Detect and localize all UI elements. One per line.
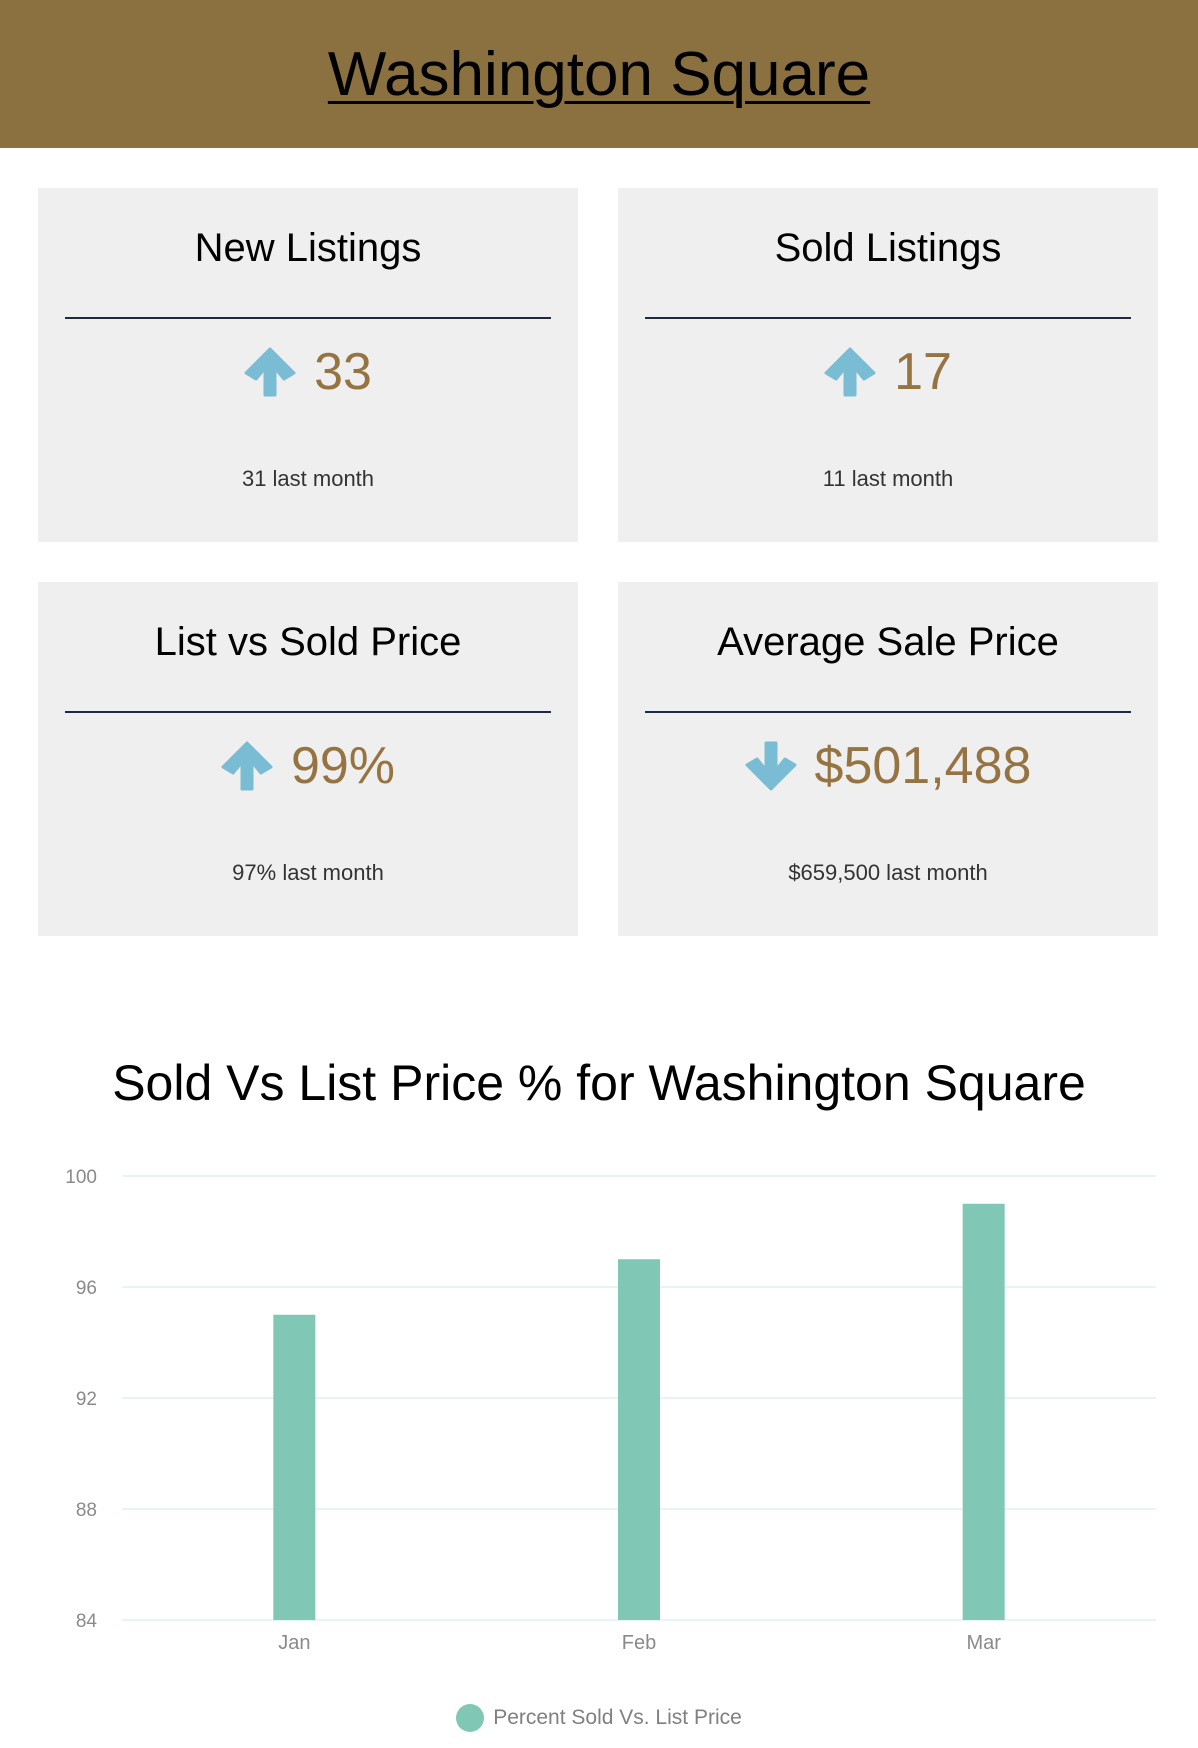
card-divider (645, 711, 1131, 713)
bar-feb (618, 1259, 660, 1620)
card-value: $501,488 (814, 737, 1032, 795)
card-value-row: 99% (38, 734, 578, 798)
y-tick-label: 88 (76, 1500, 97, 1521)
card-divider (65, 711, 551, 713)
bar-chart: 84 88 92 96 100 Jan Feb Mar (65, 1167, 1156, 1654)
chart-legend[interactable]: Percent Sold Vs. List Price (0, 1702, 1198, 1734)
card-title: List vs Sold Price (154, 620, 462, 664)
card-title: Average Sale Price (717, 620, 1059, 664)
y-tick-label: 92 (76, 1389, 97, 1410)
card-value-row: $501,488 (618, 734, 1158, 798)
x-tick-label: Mar (966, 1632, 1001, 1654)
sold-listings-card: Sold Listings 17 11 last month (618, 188, 1158, 542)
card-previous-value: 97% last month (232, 860, 384, 885)
chart-title: Sold Vs List Price % for Washington Squa… (112, 1055, 1086, 1111)
y-tick-label: 100 (65, 1167, 97, 1188)
legend-label: Percent Sold Vs. List Price (493, 1706, 742, 1729)
card-value: 17 (894, 343, 952, 401)
x-tick-label: Jan (278, 1632, 310, 1654)
card-divider (645, 317, 1131, 319)
card-value: 33 (314, 343, 372, 401)
bar-jan (273, 1314, 316, 1620)
y-tick-label: 96 (76, 1278, 97, 1299)
page-title: Washington Square (327, 39, 871, 109)
arrow-down-icon (745, 741, 797, 791)
x-tick-label: Feb (622, 1632, 656, 1654)
card-title: New Listings (194, 226, 422, 270)
bar-mar (962, 1203, 1005, 1620)
y-tick-label: 84 (76, 1611, 98, 1632)
card-divider (65, 317, 551, 319)
list-vs-sold-price-card: List vs Sold Price 99% 97% last month (38, 582, 578, 936)
page-header: Washington Square (0, 0, 1198, 148)
card-previous-value: 11 last month (822, 466, 954, 491)
legend-swatch (456, 1704, 485, 1732)
arrow-up-icon (824, 347, 876, 397)
card-previous-value: 31 last month (241, 466, 375, 491)
new-listings-card: New Listings 33 31 last month (38, 188, 578, 542)
card-value: 99% (290, 737, 396, 795)
arrow-up-icon (221, 741, 273, 791)
card-previous-value: $659,500 last month (788, 860, 988, 885)
average-sale-price-card: Average Sale Price $501,488 $659,500 las… (618, 582, 1158, 936)
card-value-row: 17 (618, 340, 1158, 404)
card-value-row: 33 (38, 340, 578, 404)
arrow-up-icon (244, 347, 296, 397)
card-title: Sold Listings (774, 226, 1002, 270)
